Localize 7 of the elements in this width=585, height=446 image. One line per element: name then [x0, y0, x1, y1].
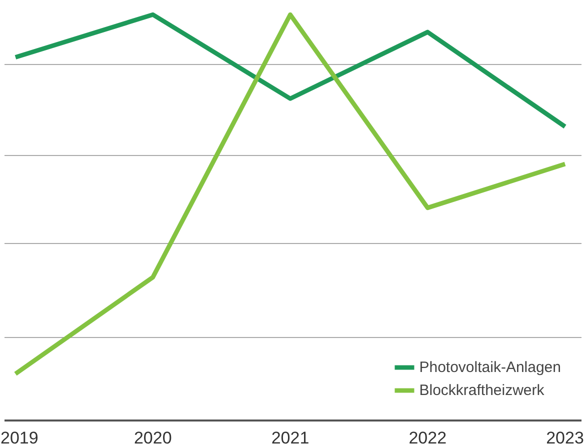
x-tick-label: 2023: [546, 428, 584, 446]
x-tick-label: 2021: [271, 428, 310, 446]
legend-label: Blockkraftheizwerk: [419, 382, 544, 398]
x-tick-label: 2020: [134, 428, 172, 446]
x-tick-label: 2022: [408, 428, 447, 446]
legend-label: Photovoltaik-Anlagen: [419, 358, 561, 376]
x-tick-label: 2019: [0, 428, 38, 446]
